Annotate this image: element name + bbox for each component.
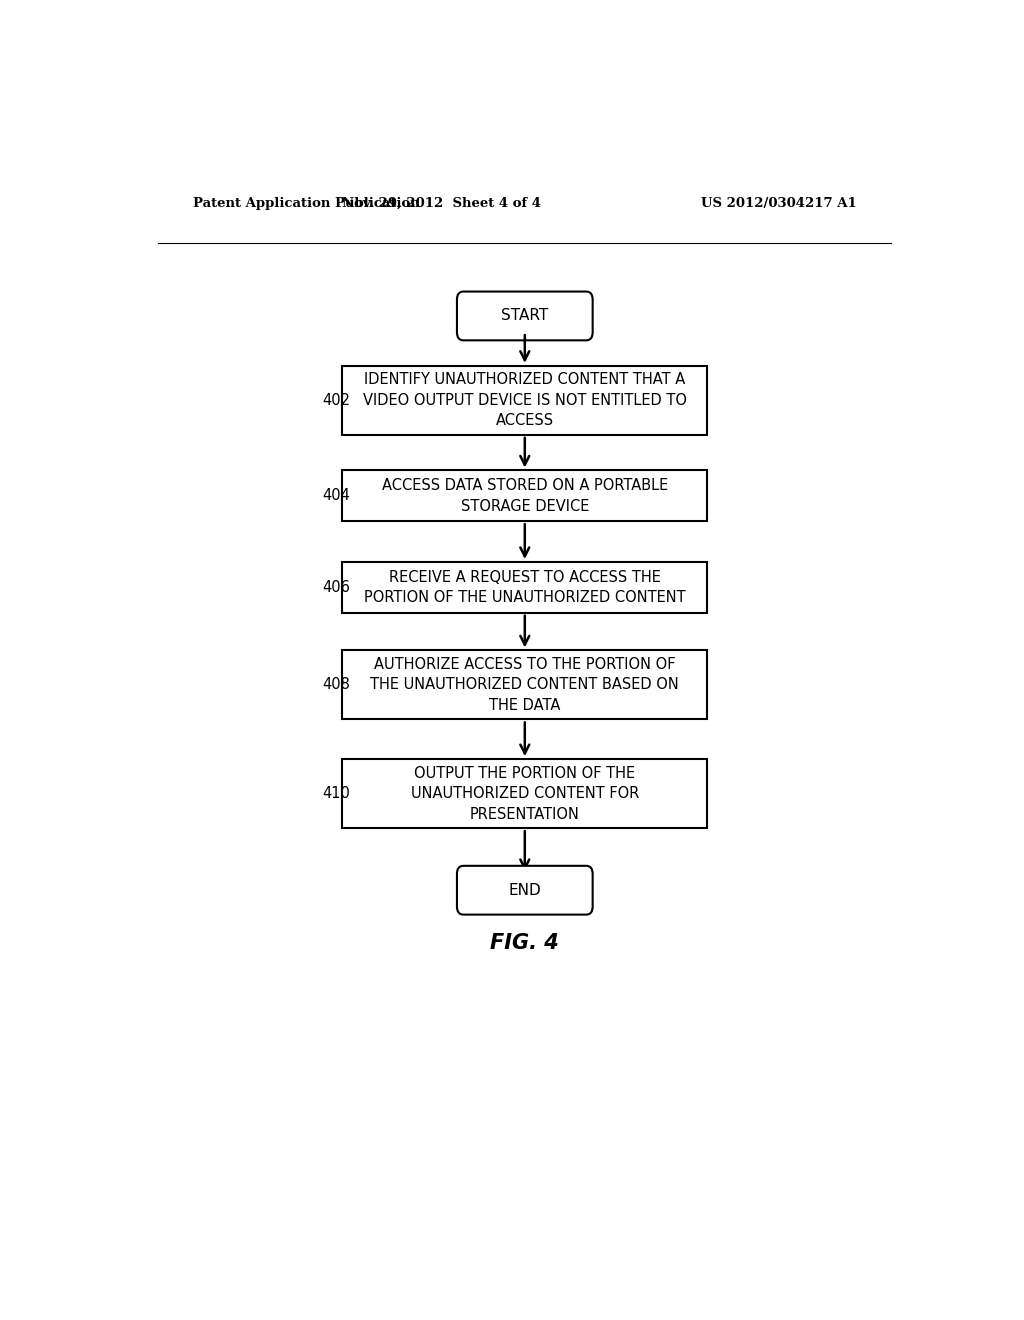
Text: AUTHORIZE ACCESS TO THE PORTION OF
THE UNAUTHORIZED CONTENT BASED ON
THE DATA: AUTHORIZE ACCESS TO THE PORTION OF THE U…: [371, 657, 679, 713]
Text: START: START: [501, 309, 549, 323]
Text: 410: 410: [323, 787, 350, 801]
Text: 404: 404: [323, 488, 350, 503]
Text: 408: 408: [323, 677, 350, 693]
Text: ACCESS DATA STORED ON A PORTABLE
STORAGE DEVICE: ACCESS DATA STORED ON A PORTABLE STORAGE…: [382, 478, 668, 513]
Text: Nov. 29, 2012  Sheet 4 of 4: Nov. 29, 2012 Sheet 4 of 4: [342, 197, 541, 210]
Text: Patent Application Publication: Patent Application Publication: [194, 197, 420, 210]
Text: RECEIVE A REQUEST TO ACCESS THE
PORTION OF THE UNAUTHORIZED CONTENT: RECEIVE A REQUEST TO ACCESS THE PORTION …: [364, 570, 686, 605]
FancyBboxPatch shape: [342, 759, 708, 828]
Text: 402: 402: [323, 393, 350, 408]
FancyBboxPatch shape: [342, 366, 708, 434]
FancyBboxPatch shape: [342, 651, 708, 719]
Text: US 2012/0304217 A1: US 2012/0304217 A1: [700, 197, 857, 210]
Text: 406: 406: [323, 579, 350, 595]
Text: OUTPUT THE PORTION OF THE
UNAUTHORIZED CONTENT FOR
PRESENTATION: OUTPUT THE PORTION OF THE UNAUTHORIZED C…: [411, 766, 639, 821]
Text: FIG. 4: FIG. 4: [490, 933, 559, 953]
FancyBboxPatch shape: [342, 470, 708, 521]
FancyBboxPatch shape: [457, 866, 593, 915]
Text: END: END: [509, 883, 541, 898]
FancyBboxPatch shape: [457, 292, 593, 341]
Text: IDENTIFY UNAUTHORIZED CONTENT THAT A
VIDEO OUTPUT DEVICE IS NOT ENTITLED TO
ACCE: IDENTIFY UNAUTHORIZED CONTENT THAT A VID…: [362, 372, 687, 428]
FancyBboxPatch shape: [342, 562, 708, 612]
